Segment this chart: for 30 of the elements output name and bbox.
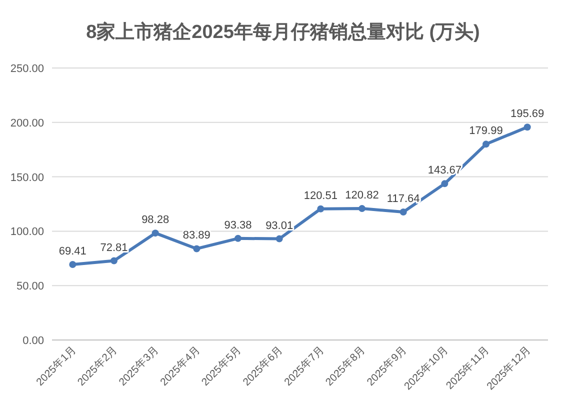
data-label: 72.81 bbox=[100, 242, 128, 254]
data-label: 117.64 bbox=[386, 193, 420, 206]
point bbox=[234, 234, 242, 242]
point bbox=[482, 140, 490, 148]
point bbox=[69, 260, 76, 268]
chart-title: 8家上市猪企2025年每月仔猪销总量对比 (万头) bbox=[86, 21, 480, 43]
data-label: 195.69 bbox=[510, 108, 544, 120]
point bbox=[110, 257, 118, 264]
point bbox=[358, 205, 366, 212]
data-label: 120.51 bbox=[304, 190, 338, 202]
data-label: 93.01 bbox=[266, 220, 294, 232]
point bbox=[193, 245, 200, 252]
point bbox=[524, 124, 531, 131]
y-tick-label: 150.00 bbox=[10, 172, 44, 184]
data-label: 83.89 bbox=[182, 230, 210, 242]
point bbox=[152, 230, 159, 237]
point bbox=[400, 208, 407, 216]
y-tick-label: 0.00 bbox=[22, 335, 44, 347]
data-label: 98.28 bbox=[142, 214, 170, 226]
point bbox=[441, 180, 448, 188]
y-tick-label: 250.00 bbox=[10, 63, 44, 75]
data-label: 179.99 bbox=[469, 125, 503, 138]
data-label: 93.38 bbox=[224, 219, 252, 232]
y-tick-label: 100.00 bbox=[10, 226, 44, 238]
point bbox=[317, 205, 324, 212]
data-label: 69.41 bbox=[58, 245, 86, 258]
y-tick-label: 200.00 bbox=[10, 117, 44, 130]
data-label: 120.82 bbox=[345, 190, 379, 202]
y-tick-label: 50.00 bbox=[16, 280, 44, 293]
point bbox=[276, 235, 283, 242]
